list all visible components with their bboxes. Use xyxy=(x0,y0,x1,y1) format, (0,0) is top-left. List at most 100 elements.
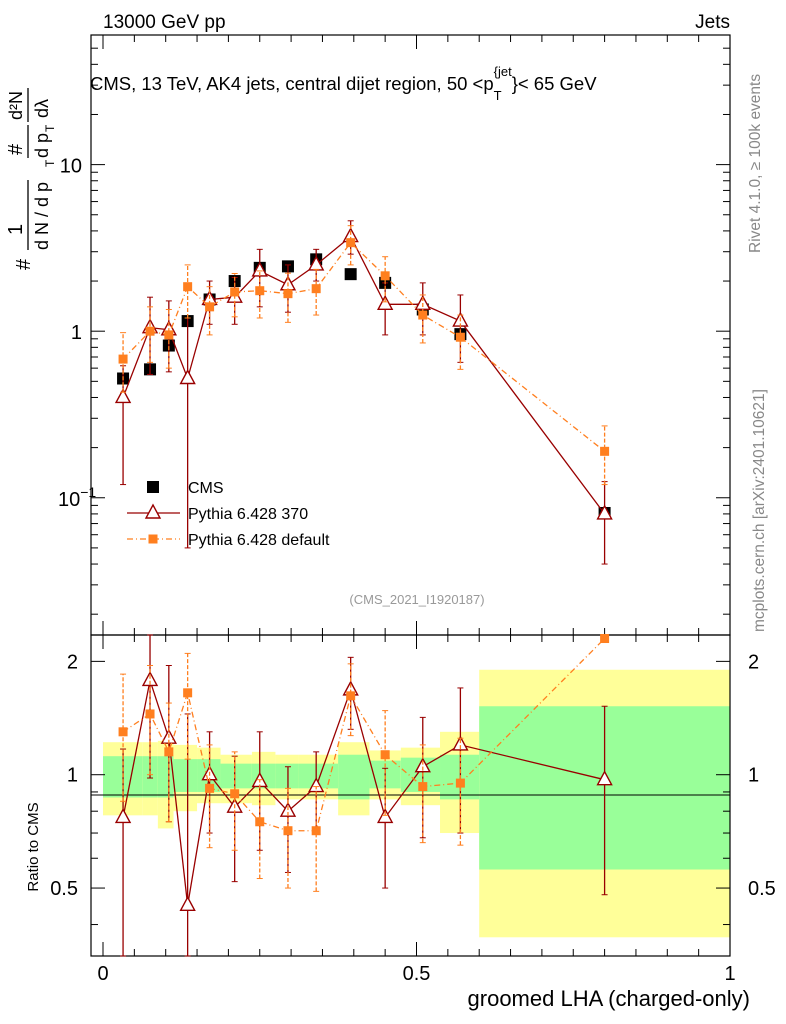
pythia-6-428-default-point xyxy=(164,330,174,340)
legend-label-pythia-6-428-default: Pythia 6.428 default xyxy=(188,532,330,549)
pythia-6-428-default-ratio-point xyxy=(145,709,155,719)
x-tick-label: 0.5 xyxy=(403,963,431,985)
ratio-axes: 0.5 0.5 1 1 2 2 0 0.5 1 xyxy=(50,635,776,985)
pythia-6-428-370-line xyxy=(122,235,606,515)
legend: CMS Pythia 6.428 370 Pythia 6.428 default xyxy=(127,480,330,549)
pythia-6-428-default-point xyxy=(455,332,465,342)
pythia-6-428-default-line xyxy=(122,241,606,452)
legend-label-cms: CMS xyxy=(188,480,224,497)
pythia-6-428-default-ratio-point xyxy=(346,691,356,701)
analysis-id: (CMS_2021_I1920187) xyxy=(349,592,484,607)
y-tick-label-base: 1 xyxy=(71,322,82,344)
y-tick-label: 1 xyxy=(71,322,82,344)
y-tick-label: 10−1 xyxy=(58,484,96,511)
y-label-sub-1: T xyxy=(43,159,57,167)
pythia-6-428-default-ratio-point xyxy=(283,826,293,836)
pythia-6-428-default-point xyxy=(145,326,155,336)
pythia-6-428-default-point xyxy=(283,289,293,299)
ratio-plot-frame xyxy=(90,634,731,957)
pythia-6-428-default-point xyxy=(183,282,193,292)
pythia-6-428-default-ratio-point xyxy=(380,750,390,760)
ratio-y-tick-label-right: 0.5 xyxy=(748,878,776,900)
main-plot-frame xyxy=(90,34,731,636)
pythia-6-428-default-point xyxy=(230,287,240,297)
rivet-version-label: Rivet 4.1.0, ≥ 100k events xyxy=(747,74,764,253)
pythia-6-428-370-ratio-point xyxy=(414,757,431,773)
ratio-y-label: Ratio to CMS xyxy=(25,802,42,891)
collision-label: 13000 GeV pp xyxy=(103,12,226,33)
main-data-marks xyxy=(114,220,613,565)
pythia-6-428-default-ratio-point xyxy=(455,778,465,788)
pythia-6-428-default-point xyxy=(346,238,356,248)
pythia-6-428-default-point xyxy=(418,310,428,320)
pythia-6-428-370-point xyxy=(179,369,196,385)
pythia-6-428-370-ratio-point xyxy=(114,807,132,824)
y-label-dlambda: dλ xyxy=(32,99,52,118)
ratio-y-tick-label-right: 1 xyxy=(748,765,759,787)
mcplots-label: mcplots.cern.ch [arXiv:2401.10621] xyxy=(751,389,768,632)
pythia-6-428-default-point xyxy=(255,286,265,296)
ratio-y-tick-label-left: 1 xyxy=(67,765,78,787)
y-label-hash-1: # xyxy=(13,258,35,270)
pythia-6-428-370-ratio-point xyxy=(596,770,613,786)
legend-marker-pythia-6-428-370 xyxy=(144,503,162,519)
pythia-6-428-370-point xyxy=(596,504,613,520)
pythia-6-428-370-ratio-point xyxy=(179,895,196,911)
pythia-6-428-370-ratio-point xyxy=(376,807,394,824)
ratio-y-tick-label-left: 0.5 xyxy=(50,878,78,900)
y-tick-label: 10 xyxy=(60,156,82,178)
pythia-6-428-default-point xyxy=(600,446,610,456)
band-inner-bin xyxy=(338,754,370,800)
pythia-6-428-default-ratio-point xyxy=(164,747,174,757)
pythia-6-428-370-ratio-point xyxy=(452,735,469,751)
pythia-6-428-default-point xyxy=(205,302,215,312)
pythia-6-428-370-point xyxy=(114,387,132,404)
pythia-6-428-default-ratio-point xyxy=(183,688,193,698)
y-tick-label-base: 10 xyxy=(58,489,80,511)
band-inner-bin xyxy=(440,754,480,800)
y-axis-label: # 1 d N / d p T # d p T d²N dλ xyxy=(5,88,57,270)
pythia-6-428-default-ratio-point xyxy=(311,826,321,836)
band-inner-bin xyxy=(275,763,299,789)
band-inner-bin xyxy=(173,759,198,792)
plot-title-main: CMS, 13 TeV, AK4 jets, central dijet reg… xyxy=(90,73,494,94)
pythia-6-428-default-ratio-point xyxy=(205,783,215,793)
band-inner-bin xyxy=(157,756,174,798)
y-label-sub-2: T xyxy=(43,124,57,132)
pythia-6-428-370-point xyxy=(376,294,394,311)
pythia-6-428-default-ratio-point xyxy=(118,727,128,737)
y-label-hash-2: # xyxy=(5,143,27,155)
plot-title: CMS, 13 TeV, AK4 jets, central dijet reg… xyxy=(90,64,597,103)
pythia-6-428-default-ratio-point xyxy=(418,782,428,792)
pythia-6-428-default-point xyxy=(118,354,128,364)
legend-label-pythia-6-428-370: Pythia 6.428 370 xyxy=(188,506,308,523)
pythia-6-428-default-ratio-point xyxy=(600,634,610,644)
ratio-y-tick-label-left: 2 xyxy=(67,651,78,673)
pythia-6-428-370-ratio-point xyxy=(141,670,159,687)
ratio-y-tick-label-right: 2 xyxy=(748,651,759,673)
x-axis-label: groomed LHA (charged-only) xyxy=(468,986,750,1011)
ratio-uncertainty-band xyxy=(103,669,730,938)
pythia-6-428-370-ratio-line xyxy=(122,677,605,906)
pythia-6-428-default-ratio-point xyxy=(230,789,240,799)
legend-marker-pythia-6-428-default xyxy=(148,534,158,544)
pythia-6-428-default-ratio-point xyxy=(255,817,265,827)
pythia-6-428-default-point xyxy=(311,284,321,294)
y-tick-label-base: 10 xyxy=(60,156,82,178)
y-tick-label-exponent: −1 xyxy=(80,484,96,500)
y-label-d2n: d²N xyxy=(6,91,26,120)
pythia-6-428-default-point xyxy=(380,271,390,281)
x-tick-label: 1 xyxy=(724,963,735,985)
y-label-denominator: d N / d p xyxy=(32,182,52,250)
y-label-dp: d p xyxy=(32,133,52,158)
legend-marker-cms xyxy=(147,481,159,493)
plot-title-sup: {jet xyxy=(494,64,512,79)
y-label-one: 1 xyxy=(5,224,27,235)
plot-title-sub: T xyxy=(494,88,502,103)
cms-point xyxy=(344,268,357,281)
ratio-data-marks xyxy=(114,634,613,957)
x-tick-label: 0 xyxy=(97,963,108,985)
jets-label: Jets xyxy=(695,12,730,33)
